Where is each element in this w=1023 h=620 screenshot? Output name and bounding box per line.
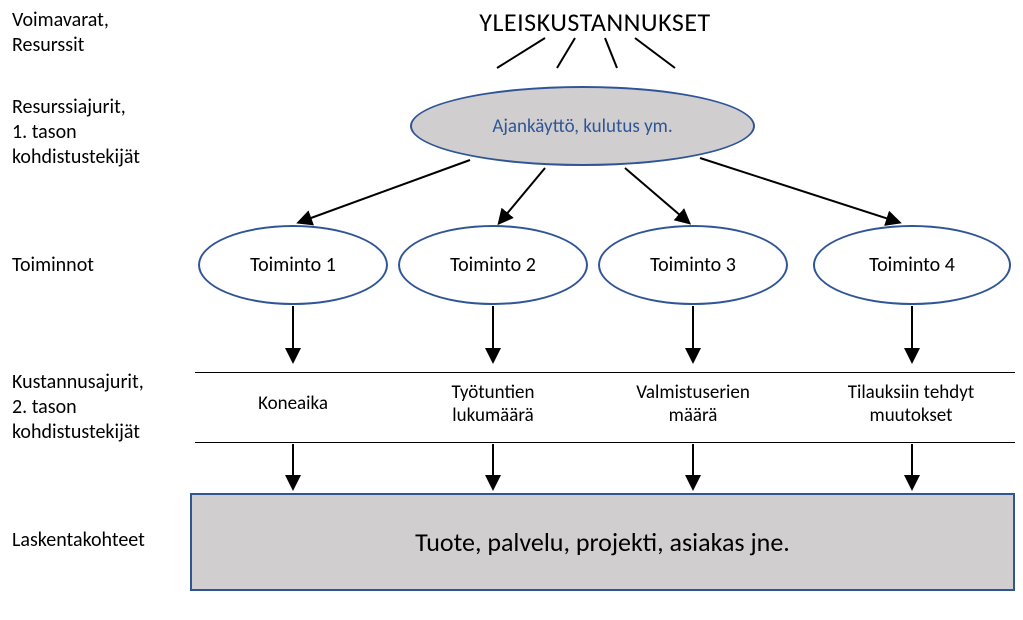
cost-driver-top-rule: [195, 372, 1015, 373]
activity-ellipse-4: Toiminto 4: [813, 225, 1011, 305]
activity-ellipse-2: Toiminto 2: [398, 225, 588, 305]
activity-label-3: Toiminto 3: [650, 253, 736, 277]
cost-driver-1: Koneaika: [198, 393, 388, 416]
activity-label-2: Toiminto 2: [450, 253, 536, 277]
cost-driver-bottom-rule: [195, 442, 1015, 443]
resource-driver-text: Ajankäyttö, kulutus ym.: [492, 115, 672, 138]
activity-ellipse-3: Toiminto 3: [598, 225, 788, 305]
row-label-activities: Toiminnot: [12, 253, 182, 278]
row-label-resource-drivers: Resurssiajurit, 1. tason kohdistustekijä…: [12, 95, 182, 170]
result-box: Tuote, palvelu, projekti, asiakas jne.: [190, 493, 1015, 591]
cost-driver-4: Tilauksiin tehdyt muutokset: [808, 382, 1014, 428]
activity-ellipse-1: Toiminto 1: [198, 225, 388, 305]
result-box-text: Tuote, palvelu, projekti, asiakas jne.: [415, 526, 790, 558]
activity-label-1: Toiminto 1: [250, 253, 336, 277]
resource-driver-ellipse: Ajankäyttö, kulutus ym.: [410, 86, 755, 166]
row-label-targets: Laskentakohteet: [12, 528, 182, 553]
row-label-cost-drivers: Kustannusajurit, 2. tason kohdistustekij…: [12, 370, 192, 445]
title-overhead-costs: YLEISKUSTANNUKSET: [405, 6, 785, 38]
cost-driver-3: Valmistuserien määrä: [598, 382, 788, 428]
activity-label-4: Toiminto 4: [869, 253, 955, 277]
cost-driver-2: Työtuntien lukumäärä: [398, 382, 588, 428]
row-label-resources: Voimavarat, Resurssit: [12, 8, 182, 58]
